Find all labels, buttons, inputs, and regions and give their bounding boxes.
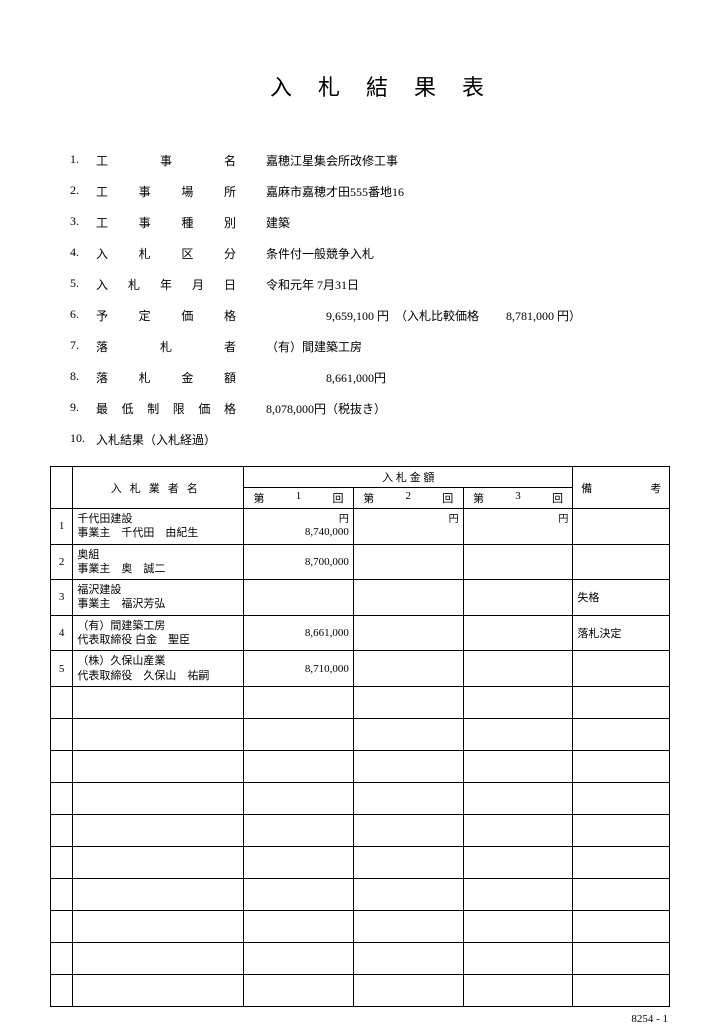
bidder-name: （有）間建築工房代表取締役 白金 聖臣 <box>73 615 244 651</box>
info-num: 3. <box>70 214 96 231</box>
info-row: 2.工事場所嘉麻市嘉穂才田555番地16 <box>70 183 670 200</box>
bid-amount: 円 <box>353 509 463 545</box>
bid-amount <box>463 580 573 616</box>
bid-amount <box>353 544 463 580</box>
table-row-empty <box>51 750 670 782</box>
table-row-empty <box>51 718 670 750</box>
bid-amount: 8,710,000 <box>244 651 354 687</box>
bid-amount <box>353 651 463 687</box>
info-label: 工事種別 <box>96 214 266 231</box>
table-row: 3福沢建設事業主 福沢芳弘 失格 <box>51 580 670 616</box>
header-round: 第2回 <box>353 488 463 509</box>
row-num: 5 <box>51 651 73 687</box>
info-num: 9. <box>70 400 96 417</box>
info-label: 入札年月日 <box>96 276 266 293</box>
bid-amount <box>244 580 354 616</box>
table-row-empty <box>51 974 670 1006</box>
info-num: 5. <box>70 276 96 293</box>
info-row: 6.予定価格 9,659,100 円 （入札比較価格 8,781,000 円） <box>70 307 670 324</box>
bidder-name: （株）久保山産業代表取締役 久保山 祐嗣 <box>73 651 244 687</box>
info-value: 令和元年 7月31日 <box>266 276 670 293</box>
bid-amount <box>463 544 573 580</box>
info-section: 1.工事名嘉穂江星集会所改修工事2.工事場所嘉麻市嘉穂才田555番地163.工事… <box>70 152 670 448</box>
table-row-empty <box>51 846 670 878</box>
info-row: 9.最低制限価格8,078,000円（税抜き） <box>70 400 670 417</box>
table-row-empty <box>51 782 670 814</box>
info-value: 条件付一般競争入札 <box>266 245 670 262</box>
info-value: 嘉穂江星集会所改修工事 <box>266 152 670 169</box>
info-value: 8,661,000円 <box>266 369 670 386</box>
info-num: 2. <box>70 183 96 200</box>
info-value: 8,078,000円（税抜き） <box>266 400 670 417</box>
info-value: 9,659,100 円 （入札比較価格 8,781,000 円） <box>266 307 670 324</box>
info-label: 工事名 <box>96 152 266 169</box>
bidder-name: 千代田建設事業主 千代田 由紀生 <box>73 509 244 545</box>
header-amount: 入 札 金 額 <box>244 467 573 488</box>
info-label: 入札結果（入札経過） <box>96 431 216 448</box>
header-bidder: 入札業者名 <box>73 467 244 509</box>
bid-amount <box>463 651 573 687</box>
info-row: 8.落札金額 8,661,000円 <box>70 369 670 386</box>
bid-amount: 円 <box>463 509 573 545</box>
row-num: 2 <box>51 544 73 580</box>
info-label: 落札者 <box>96 338 266 355</box>
table-row-empty <box>51 814 670 846</box>
info-value: 嘉麻市嘉穂才田555番地16 <box>266 183 670 200</box>
info-num: 7. <box>70 338 96 355</box>
row-num: 3 <box>51 580 73 616</box>
table-row: 4（有）間建築工房代表取締役 白金 聖臣8,661,000 落札決定 <box>51 615 670 651</box>
remark <box>573 509 670 545</box>
info-row: 10.入札結果（入札経過） <box>70 431 670 448</box>
remark <box>573 544 670 580</box>
info-label: 入札区分 <box>96 245 266 262</box>
row-num: 1 <box>51 509 73 545</box>
page-footer: 8254 - 1 <box>50 1013 670 1025</box>
remark <box>573 651 670 687</box>
bid-amount <box>353 580 463 616</box>
bid-amount: 円8,740,000 <box>244 509 354 545</box>
info-num: 8. <box>70 369 96 386</box>
table-row: 1千代田建設事業主 千代田 由紀生円8,740,000円円 <box>51 509 670 545</box>
header-round: 第3回 <box>463 488 573 509</box>
info-label: 工事場所 <box>96 183 266 200</box>
bid-amount <box>353 615 463 651</box>
bid-amount: 8,700,000 <box>244 544 354 580</box>
info-value <box>216 431 670 448</box>
info-label: 最低制限価格 <box>96 400 266 417</box>
info-value: （有）間建築工房 <box>266 338 670 355</box>
bidder-name: 奥組事業主 奥 誠二 <box>73 544 244 580</box>
info-num: 1. <box>70 152 96 169</box>
info-row: 3.工事種別建築 <box>70 214 670 231</box>
header-remark: 備考 <box>573 467 670 509</box>
table-row: 5（株）久保山産業代表取締役 久保山 祐嗣8,710,000 <box>51 651 670 687</box>
info-num: 10. <box>70 431 96 448</box>
info-row: 7.落札者（有）間建築工房 <box>70 338 670 355</box>
info-row: 5.入札年月日令和元年 7月31日 <box>70 276 670 293</box>
info-num: 4. <box>70 245 96 262</box>
info-row: 4.入札区分条件付一般競争入札 <box>70 245 670 262</box>
remark: 落札決定 <box>573 615 670 651</box>
table-row: 2奥組事業主 奥 誠二8,700,000 <box>51 544 670 580</box>
row-num: 4 <box>51 615 73 651</box>
bid-amount <box>463 615 573 651</box>
header-round: 第1回 <box>244 488 354 509</box>
info-label: 落札金額 <box>96 369 266 386</box>
info-label: 予定価格 <box>96 307 266 324</box>
info-value: 建築 <box>266 214 670 231</box>
table-row-empty <box>51 942 670 974</box>
table-row-empty <box>51 686 670 718</box>
info-num: 6. <box>70 307 96 324</box>
bidder-name: 福沢建設事業主 福沢芳弘 <box>73 580 244 616</box>
info-row: 1.工事名嘉穂江星集会所改修工事 <box>70 152 670 169</box>
bid-amount: 8,661,000 <box>244 615 354 651</box>
remark: 失格 <box>573 580 670 616</box>
table-row-empty <box>51 878 670 910</box>
table-row-empty <box>51 910 670 942</box>
document-title: 入札結果表 <box>50 70 670 102</box>
bid-result-table: 入札業者名 入 札 金 額 備考 第1回第2回第3回 1千代田建設事業主 千代田… <box>50 466 670 1007</box>
